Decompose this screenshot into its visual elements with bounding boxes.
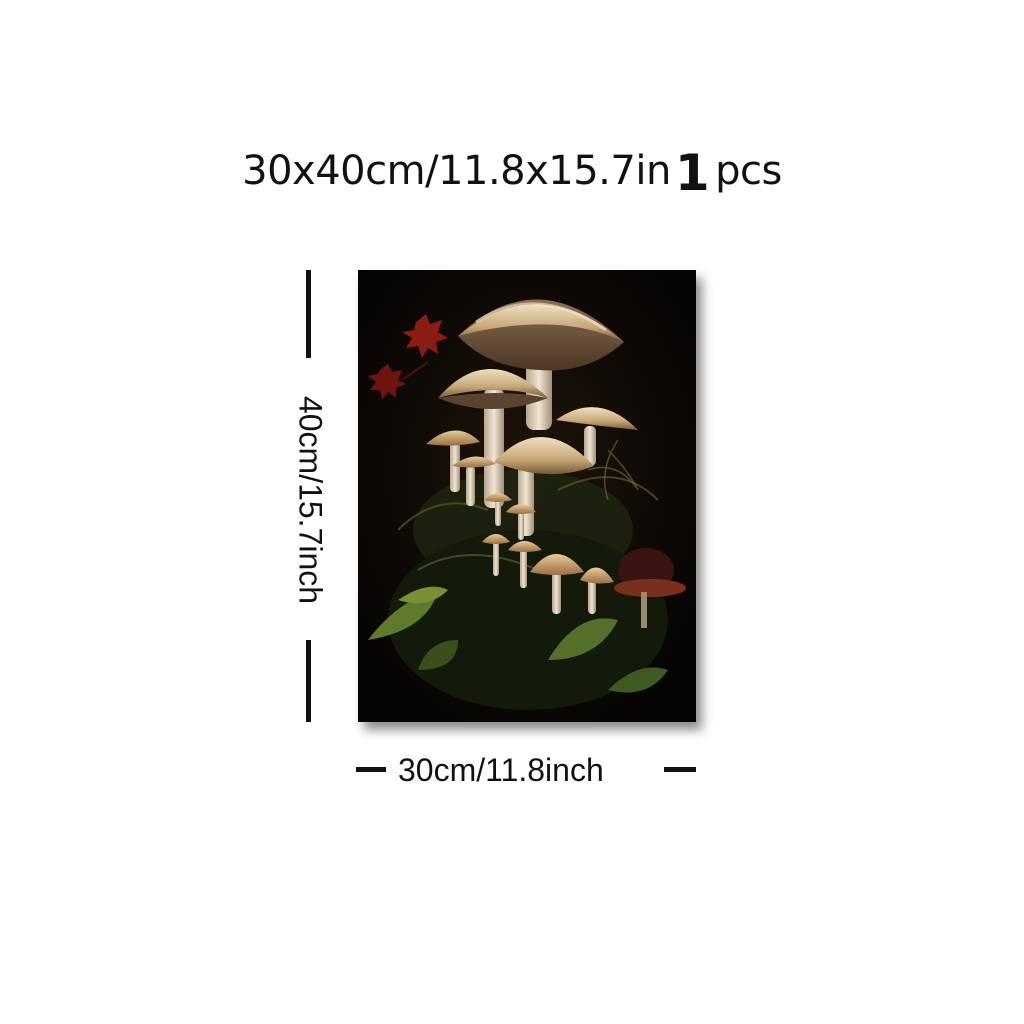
small-mushrooms-left	[426, 430, 496, 506]
size-text: 30x40cm/11.8x15.7in	[242, 148, 671, 194]
red-maple-leaf	[368, 314, 448, 400]
quantity-number: 1	[674, 144, 710, 202]
mushroom-painting-image	[358, 270, 696, 722]
width-dimension-line-right	[664, 767, 696, 772]
mid-mushroom-left	[438, 369, 548, 508]
dark-red-flower	[614, 548, 686, 628]
quantity-unit: pcs	[715, 148, 782, 194]
canvas-print-artwork	[358, 270, 696, 722]
height-dimension-line-bottom	[306, 640, 311, 722]
height-dimension-line-top	[306, 270, 311, 358]
width-dimension-line-left	[356, 767, 386, 772]
width-dimension-label: 30cm/11.8inch	[398, 752, 604, 788]
mushroom-right	[556, 407, 638, 466]
tiny-mushrooms	[482, 493, 614, 614]
large-mushroom	[458, 299, 624, 430]
green-fern-leaves	[368, 586, 668, 693]
product-size-headline: 30x40cm/11.8x15.7in1 pcs	[0, 138, 1024, 202]
height-dimension-label: 40cm/15.7inch	[292, 395, 329, 605]
